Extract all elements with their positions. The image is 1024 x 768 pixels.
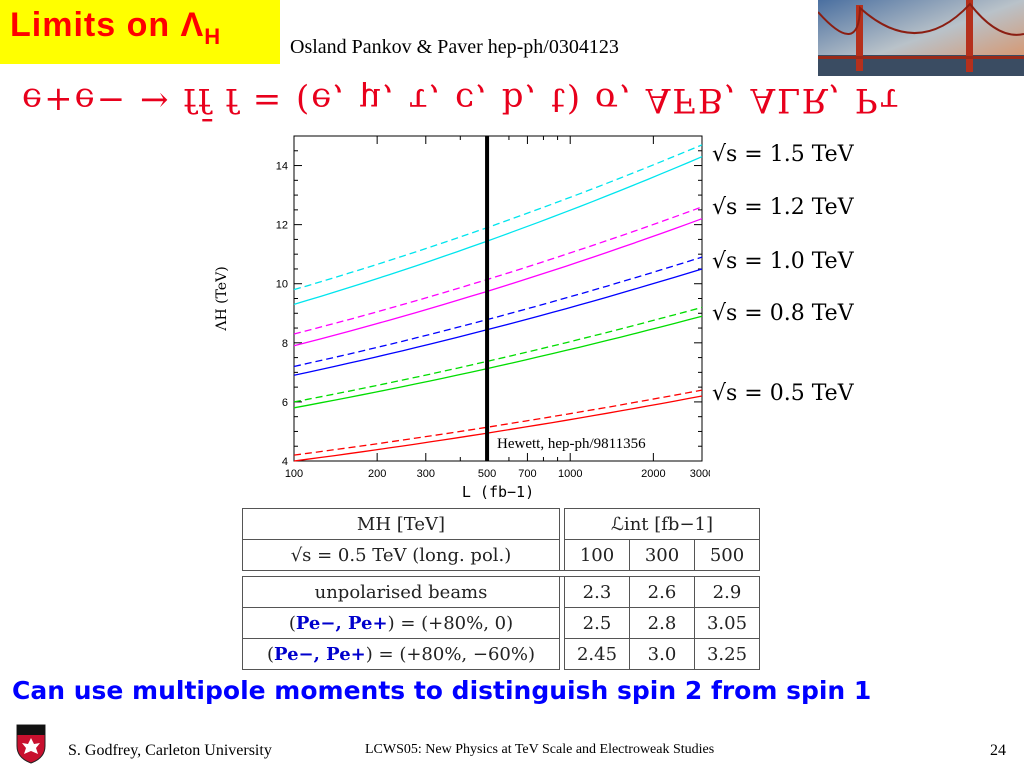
- table-cell: 2.9: [694, 576, 760, 608]
- x-tick-label: 1000: [558, 468, 582, 480]
- x-tick-label: 2000: [641, 468, 665, 480]
- energy-label-800: √s = 0.8 TeV: [712, 301, 854, 326]
- reference-citation: Osland Pankov & Paver hep-ph/0304123: [290, 36, 619, 58]
- title-main: Limits on Λ: [10, 6, 205, 44]
- row-label: (Pe−, Pe+) = (+80%, −60%): [242, 638, 560, 670]
- footer-conference: LCWS05: New Physics at TeV Scale and Ele…: [365, 742, 715, 757]
- table-row: (Pe−, Pe+) = (+80%, 0) 2.5 2.8 3.05: [242, 607, 760, 639]
- header-mh: MH [TeV]: [242, 508, 560, 540]
- energy-label-500: √s = 0.5 TeV: [712, 381, 854, 406]
- row-label: unpolarised beams: [242, 576, 560, 608]
- x-tick-label: 300: [417, 468, 435, 480]
- header-lint: ℒint [fb−1]: [564, 508, 760, 540]
- chart-marks: 4 6 8 10 12 14 100 200 300 500 700 1000 2000 3000 L (f…: [214, 135, 710, 500]
- footer-author: S. Godfrey, Carleton University: [68, 742, 272, 759]
- x-tick-label: 100: [285, 468, 303, 480]
- table-cell: 2.45: [564, 638, 630, 670]
- row-label-bold: Pe−, Pe+: [295, 612, 388, 634]
- title-subscript: H: [204, 23, 222, 49]
- y-tick-label: 4: [282, 456, 288, 468]
- series-line-solid: [293, 218, 703, 347]
- series-line-dashed: [293, 256, 703, 368]
- limits-chart: 4 6 8 10 12 14 100 200 300 500 700 1000 2000 3000 L (f…: [214, 135, 710, 500]
- energy-label-1000: √s = 1.0 TeV: [712, 249, 854, 274]
- table-cell: 3.05: [694, 607, 760, 639]
- x-tick-label: 3000: [690, 468, 710, 480]
- series-line-solid: [293, 395, 703, 462]
- row-label-post: ) = (+80%, 0): [387, 612, 514, 634]
- process-formula: e+e− → ff̄ f = (e, μ, τ, c, b, t) σ, AFB…: [22, 80, 901, 120]
- table-cell: 3.0: [629, 638, 695, 670]
- bridge-photo: [818, 0, 1024, 76]
- x-tick-label: 200: [368, 468, 386, 480]
- table-cell: 2.8: [629, 607, 695, 639]
- y-tick-label: 14: [276, 161, 288, 173]
- column-header: 300: [629, 539, 695, 571]
- carleton-shield-icon: [16, 724, 46, 764]
- row-label-pre: (: [288, 612, 296, 634]
- series-line-dashed: [293, 144, 703, 291]
- y-tick-label: 6: [282, 397, 288, 409]
- energy-label-1200: √s = 1.2 TeV: [712, 195, 854, 220]
- chart-annotation: Hewett, hep-ph/9811356: [497, 436, 646, 452]
- table-cell: 2.3: [564, 576, 630, 608]
- row-label: (Pe−, Pe+) = (+80%, 0): [242, 607, 560, 639]
- series-line-solid: [293, 156, 703, 306]
- series-line-solid: [293, 268, 703, 376]
- row-label-post: ) = (+80%, −60%): [365, 643, 535, 665]
- table-row: unpolarised beams 2.3 2.6 2.9: [242, 576, 760, 608]
- series-line-dashed: [293, 306, 703, 403]
- table-cell: 2.6: [629, 576, 695, 608]
- y-tick-label: 10: [276, 279, 288, 291]
- plot-frame: [293, 135, 703, 462]
- row-label-pre: (: [267, 643, 275, 665]
- table-header-row: MH [TeV] ℒint [fb−1]: [242, 508, 760, 540]
- y-axis-label: ΛH (TeV): [214, 266, 230, 331]
- y-tick-label: 12: [276, 220, 288, 232]
- page-number: 24: [990, 742, 1006, 759]
- table-row: (Pe−, Pe+) = (+80%, −60%) 2.45 3.0 3.25: [242, 638, 760, 670]
- table-cell: 2.5: [564, 607, 630, 639]
- row-label-bold: Pe−, Pe+: [274, 643, 366, 665]
- column-header: 100: [564, 539, 630, 571]
- series-line-solid: [293, 315, 703, 409]
- x-tick-label: 700: [518, 468, 536, 480]
- mass-limits-table: MH [TeV] ℒint [fb−1] √s = 0.5 TeV (long.…: [242, 508, 760, 670]
- series-line-dashed: [293, 389, 703, 456]
- header-energy: √s = 0.5 TeV (long. pol.): [242, 539, 560, 571]
- x-axis-label: L (fb−1): [462, 483, 534, 500]
- x-tick-label: 500: [478, 468, 496, 480]
- process-line: e+e− → ff̄ f = (e, μ, τ, c, b, t) σ, AFB…: [22, 80, 1002, 126]
- title-banner: Limits on ΛH: [0, 0, 280, 64]
- slide-title: Limits on ΛH: [10, 6, 221, 50]
- energy-label-1500: √s = 1.5 TeV: [712, 142, 854, 167]
- table-cell: 3.25: [694, 638, 760, 670]
- conclusion-text: Can use multipole moments to distinguish…: [12, 676, 872, 705]
- table-subheader-row: √s = 0.5 TeV (long. pol.) 100 300 500: [242, 539, 760, 571]
- series-line-dashed: [293, 206, 703, 335]
- column-header: 500: [694, 539, 760, 571]
- y-tick-label: 8: [282, 338, 288, 350]
